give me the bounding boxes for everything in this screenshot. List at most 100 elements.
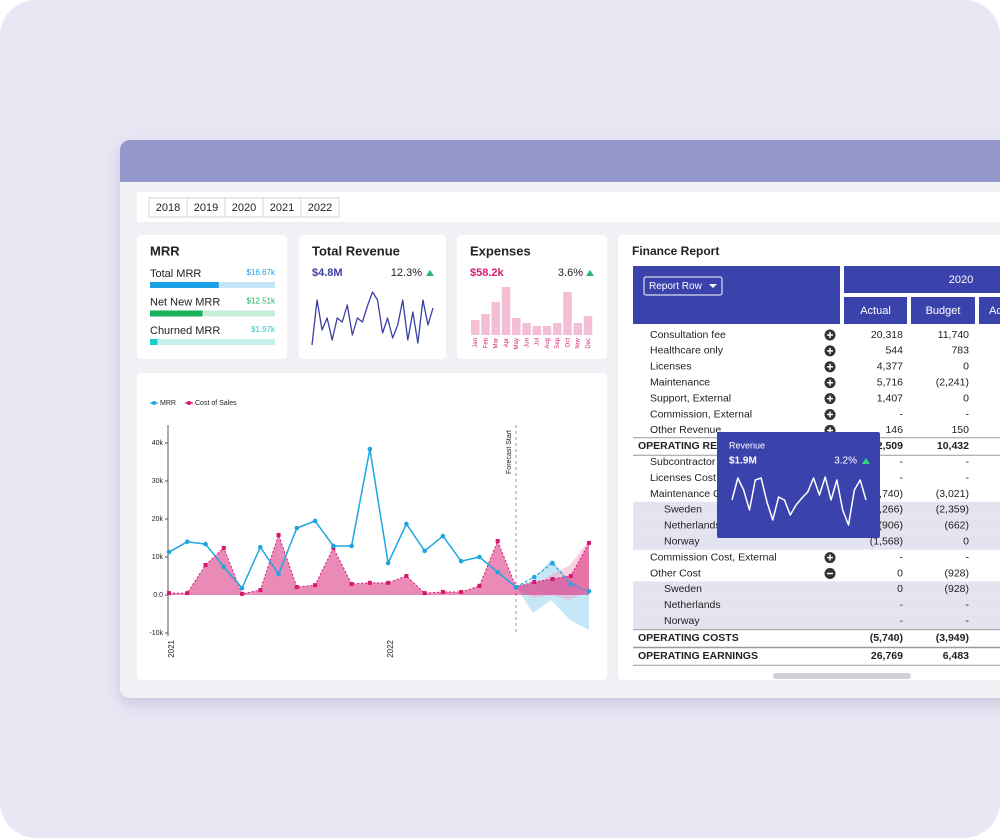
row-label: Other Cost — [650, 567, 701, 579]
row-label: Support, External — [650, 392, 731, 404]
kpi-change: 3.6% — [558, 267, 583, 279]
year-tab-label[interactable]: 2020 — [232, 202, 256, 214]
budget-cell: - — [966, 472, 970, 484]
mrr-marker — [166, 549, 172, 555]
row-label: Netherlands — [664, 599, 721, 611]
mrr-marker — [239, 585, 245, 591]
year-tab-label[interactable]: 2018 — [156, 202, 180, 214]
actual-cell: 5,716 — [877, 376, 903, 388]
mrr-marker — [586, 588, 592, 594]
cost-marker — [477, 583, 482, 588]
row-label: Healthcare only — [650, 345, 724, 357]
year-tab[interactable] — [300, 197, 340, 218]
budget-cell: - — [966, 615, 970, 627]
actual-cell: (906) — [878, 520, 903, 532]
budget-cell: (2,241) — [936, 376, 969, 388]
column-header: Budget — [926, 305, 961, 317]
mrr-marker — [203, 541, 208, 547]
expense-bar — [512, 318, 521, 335]
mrr-marker — [385, 560, 391, 566]
y-tick-label: 30k — [152, 478, 164, 485]
row-label: Norway — [664, 535, 700, 547]
cost-marker — [349, 581, 354, 586]
budget-cell: 6,483 — [943, 650, 969, 662]
up-arrow — [862, 458, 870, 464]
mrr-marker — [404, 521, 409, 527]
tooltip-change: 3.2% — [834, 456, 857, 467]
scrollbar[interactable] — [773, 673, 911, 679]
mrr-marker — [184, 539, 190, 545]
row-label: Sweden — [664, 504, 702, 516]
progress-fill — [150, 310, 203, 317]
cost-marker — [167, 591, 171, 596]
cost-line — [169, 533, 590, 595]
month-label: Jun — [524, 338, 530, 348]
cost-marker — [313, 583, 318, 588]
cost-marker — [568, 574, 573, 578]
year-header: 2020 — [949, 274, 973, 286]
budget-cell: 11,740 — [938, 329, 969, 341]
row-label: Licenses Cost — [650, 472, 716, 484]
legend-label: MRR — [160, 400, 176, 407]
metric-value: $12.51k — [247, 297, 276, 306]
y-tick-label: 20k — [152, 516, 164, 523]
kpi-value: $58.2k — [470, 267, 505, 279]
table-header — [911, 297, 975, 324]
progress-track — [150, 339, 275, 345]
y-tick-label: 10k — [152, 554, 164, 561]
budget-cell: 10,432 — [937, 440, 969, 452]
metric-label: Net New MRR — [150, 296, 220, 308]
budget-cell: - — [966, 599, 970, 611]
row-label: Norway — [664, 615, 700, 627]
mrr-marker — [513, 584, 519, 590]
year-tab-label[interactable]: 2022 — [308, 202, 332, 214]
expense-bar — [553, 323, 562, 335]
actual-cell: 26,769 — [871, 650, 903, 662]
mrr-marker — [367, 446, 373, 452]
expense-bar — [583, 316, 593, 335]
row-label: Commission Cost, External — [650, 551, 777, 563]
tooltip — [717, 432, 880, 538]
budget-cell: 150 — [951, 424, 969, 436]
actual-cell: - — [900, 615, 904, 627]
month-label: Jan — [473, 338, 479, 348]
month-label: Aug — [545, 338, 551, 349]
cost-marker — [276, 532, 281, 537]
expense-bar — [491, 302, 500, 335]
legend-marker — [152, 401, 156, 405]
month-label: Jul — [535, 338, 541, 346]
month-label: Dec — [586, 338, 592, 349]
tooltip-value: $1.9M — [729, 456, 757, 467]
year-tab-label[interactable]: 2019 — [194, 202, 218, 214]
cost-marker — [258, 588, 263, 593]
forecast-label: Forecast Start — [506, 430, 513, 474]
actual-cell: 544 — [885, 345, 903, 357]
metric-value: $16.67k — [247, 268, 276, 277]
mrr-marker — [349, 543, 354, 549]
budget-cell: - — [966, 408, 970, 420]
month-label: Feb — [483, 337, 489, 348]
mrr-marker — [294, 525, 300, 531]
button-label[interactable]: Report Row — [649, 281, 703, 292]
budget-cell: 0 — [963, 361, 969, 373]
report-row-button[interactable] — [643, 276, 723, 296]
card-title: Finance Report — [632, 244, 719, 258]
row-label: Consultation fee — [650, 329, 726, 341]
column-header: Actual — [860, 305, 891, 317]
expense-bar — [481, 314, 490, 335]
cost-area — [169, 534, 589, 595]
actual-cell: - — [900, 456, 904, 468]
actual-cell: (5,740) — [870, 632, 903, 644]
actual-cell: - — [900, 599, 904, 611]
year-tab-label[interactable]: 2021 — [270, 202, 294, 214]
up-arrow — [426, 270, 434, 276]
actual-cell: 0 — [897, 583, 903, 595]
month-label: Mar — [494, 338, 500, 348]
mrr-marker — [495, 569, 500, 575]
mrr-line — [168, 448, 517, 590]
month-label: Sep — [555, 337, 561, 348]
actual-cell: 146 — [885, 424, 903, 436]
budget-cell: (3,949) — [936, 632, 969, 644]
tooltip-title: Revenue — [729, 440, 765, 450]
revenue-card — [299, 235, 446, 359]
